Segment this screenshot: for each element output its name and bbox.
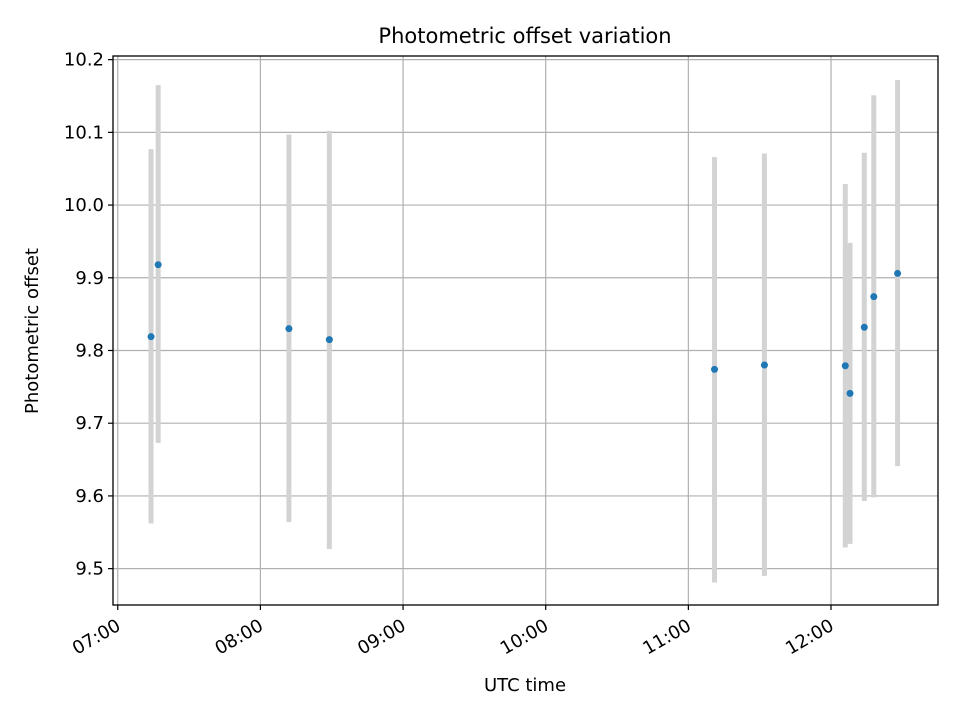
data-point — [147, 333, 155, 341]
grid — [113, 56, 938, 605]
data-point — [760, 361, 768, 369]
x-tick-label: 11:00 — [639, 615, 694, 659]
x-tick-label: 07:00 — [69, 615, 124, 659]
y-axis-label: Photometric offset — [22, 248, 43, 414]
x-tick-label: 09:00 — [354, 615, 409, 659]
data-point — [894, 269, 902, 277]
error-bars — [148, 79, 901, 583]
y-tick-label: 10.1 — [64, 122, 104, 143]
y-tick-label: 9.5 — [75, 559, 104, 580]
x-tick-label: 10:00 — [497, 615, 552, 659]
y-tick-label: 9.8 — [75, 340, 104, 361]
y-tick-label: 9.6 — [75, 486, 104, 507]
data-point — [870, 293, 878, 301]
data-point — [846, 389, 854, 397]
x-tick-label: 08:00 — [211, 615, 266, 659]
data-points — [147, 261, 902, 397]
data-point — [285, 325, 293, 333]
data-point — [154, 261, 162, 269]
x-tick-label: 12:00 — [782, 615, 837, 659]
y-tick-label: 9.7 — [75, 413, 104, 434]
x-axis-ticks: 07:00 08:00 09:00 10:00 11:00 12:00 — [69, 605, 838, 659]
y-tick-label: 9.9 — [75, 268, 104, 289]
data-point — [325, 336, 333, 344]
chart-title: Photometric offset variation — [378, 24, 671, 48]
y-tick-label: 10.2 — [64, 50, 104, 71]
data-point — [711, 365, 719, 373]
y-tick-label: 10.0 — [64, 195, 104, 216]
data-point — [860, 323, 868, 331]
y-axis-ticks: 9.5 9.6 9.7 9.8 9.9 10.0 10.1 10.2 — [64, 50, 113, 580]
x-axis-label: UTC time — [484, 675, 566, 696]
data-point — [841, 362, 849, 370]
plot-frame — [112, 55, 939, 606]
